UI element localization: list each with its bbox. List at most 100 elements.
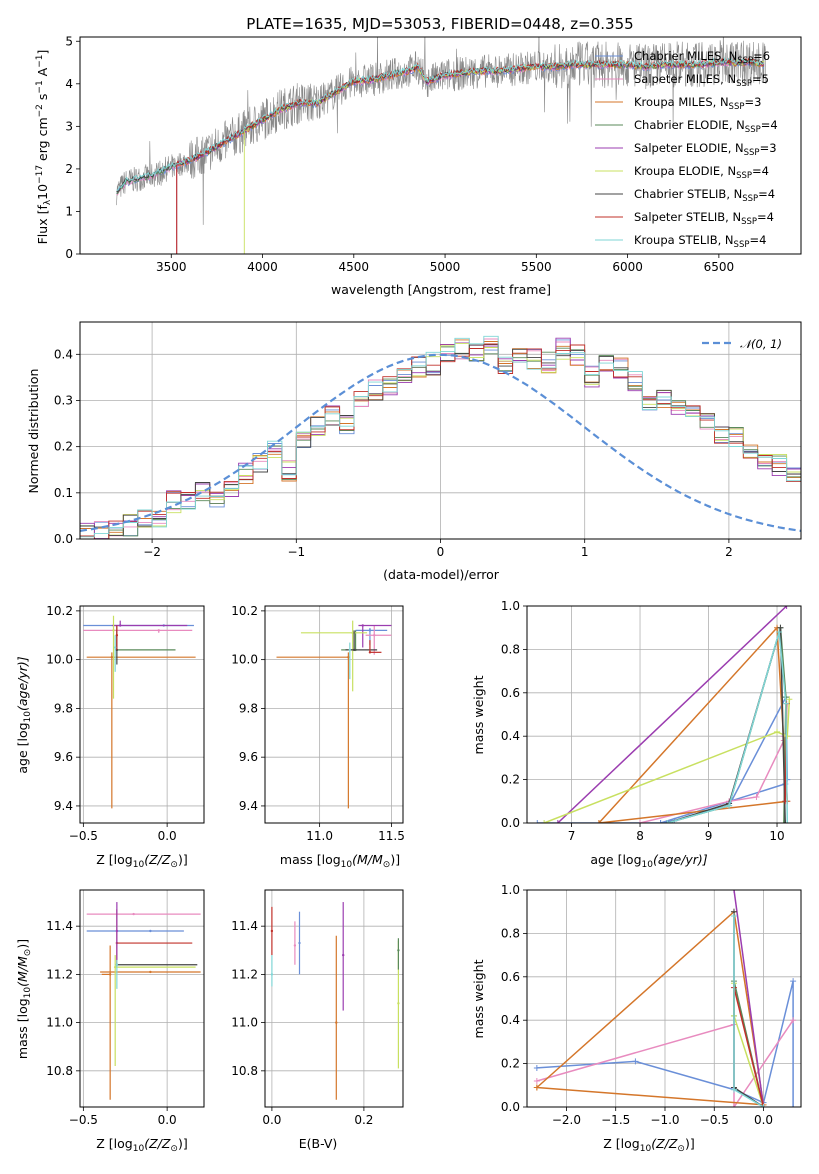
x-tick-label: −0.5: [69, 829, 98, 843]
x-tick-label: −0.5: [700, 1113, 729, 1127]
mass-z-ylabel: mass [log10(M/M⊙)]: [15, 939, 33, 1059]
y-tick-label: 9.6: [54, 750, 73, 764]
y-tick-label: 10.2: [231, 604, 258, 618]
weight-marker: [730, 913, 737, 920]
weight-marker: [730, 1104, 737, 1107]
y-tick-label: 5: [65, 34, 73, 48]
x-tick-label: 11.5: [378, 829, 405, 843]
weight-vs-metallicity-panel: −2.0 −1.5 −1.0 −0.5 0.0 0.0 0.2 0.4 0.6 0.8 1.0: [501, 883, 802, 1127]
data-point: [368, 629, 372, 632]
weight-marker: [726, 802, 733, 809]
y-tick-label: 11.2: [46, 967, 73, 981]
y-tick-label: 4: [65, 77, 73, 91]
weight-marker: [730, 890, 737, 893]
x-tick-label: 0.0: [754, 1113, 773, 1127]
data-point: [298, 941, 301, 945]
x-tick-label: −2.0: [552, 1113, 581, 1127]
y-tick-label: 0.2: [501, 1057, 520, 1071]
legend-entry: Chabrier MILES, NSSP=6: [634, 49, 770, 66]
data-point: [351, 631, 354, 635]
x-tick-label: 8: [636, 829, 644, 843]
model-spectrum-kroupa-stelib: [116, 56, 765, 191]
x-tick-label: 5000: [430, 260, 461, 274]
data-point: [397, 1002, 400, 1005]
x-tick-label: 7: [568, 829, 576, 843]
x-tick-label: 9: [705, 829, 713, 843]
weight-marker: [541, 820, 548, 823]
legend-entry: Kroupa MILES, NSSP=3: [634, 95, 761, 112]
data-point: [149, 929, 152, 933]
age-z-ylabel: age [log10(age/yr)]: [15, 656, 33, 773]
weight-age-ylabel: mass weight: [471, 675, 486, 754]
y-tick-label: 9.8: [54, 701, 73, 715]
y-tick-label: 3: [65, 119, 73, 133]
mass-z-xlabel: Z [log10(Z/Z⊙)]: [96, 1136, 187, 1154]
y-tick-label: 0.6: [501, 970, 520, 984]
histogram-chabrier-elodie: [80, 346, 801, 539]
weight-marker: [790, 1104, 797, 1107]
weight-marker: [637, 820, 644, 823]
plot-area: [265, 606, 403, 823]
histogram-kroupa-miles: [80, 339, 801, 533]
weight-series-salpeter-elodie: [733, 890, 765, 1107]
weight-series-chabrier-miles: [537, 696, 789, 823]
spectrum-ylabel: Flux [fλ10−17 erg cm−2 s−1 A−1]: [35, 50, 53, 245]
plot-area: [80, 890, 204, 1107]
weight-age-xlabel: age [log10(age/yr)]: [590, 852, 707, 870]
plot-area: [116, 37, 767, 254]
weight-marker: [780, 820, 787, 823]
histogram-salpeter-stelib: [80, 343, 801, 539]
axes-frame: [526, 889, 802, 1108]
mass-ebv-xlabel: E(B-V): [299, 1136, 338, 1151]
weight-marker: [777, 624, 784, 631]
y-tick-label: 0.0: [54, 532, 73, 546]
weight-marker: [664, 820, 671, 823]
x-tick-label: 4000: [247, 260, 278, 274]
x-tick-label: 5500: [521, 260, 552, 274]
data-point: [113, 965, 117, 969]
y-tick-label: 0.0: [501, 1100, 520, 1114]
legend-entry: Salpeter STELIB, NSSP=4: [634, 210, 774, 227]
data-point: [352, 648, 356, 652]
model-spectrum-kroupa-miles: [176, 59, 765, 254]
weight-marker: [790, 1017, 797, 1024]
weight-marker: [782, 700, 789, 707]
data-point: [270, 929, 274, 933]
weight-z-xlabel: Z [log10(Z/Z⊙)]: [603, 1136, 694, 1154]
data-point: [119, 624, 122, 627]
data-point: [342, 953, 345, 957]
y-tick-label: 11.4: [46, 919, 73, 933]
x-tick-label: −1.5: [601, 1113, 630, 1127]
legend-entry: Chabrier ELODIE, NSSP=4: [634, 118, 778, 135]
y-tick-label: 10.0: [231, 653, 258, 667]
x-tick-label: −2: [143, 545, 161, 559]
y-tick-label: 0.2: [54, 440, 73, 454]
y-tick-label: 0.8: [501, 642, 520, 656]
data-point: [397, 949, 400, 952]
x-tick-label: −0.5: [69, 1113, 98, 1127]
plot-area: [527, 606, 801, 823]
y-tick-label: 9.4: [54, 799, 73, 813]
weight-series-chabrier-elodie: [667, 627, 787, 823]
y-tick-label: 11.0: [46, 1016, 73, 1030]
model-spectrum-kroupa-elodie: [243, 58, 765, 254]
age-mass-xlabel: mass [log10(M/M⊙)]: [280, 852, 400, 870]
data-point: [115, 929, 119, 933]
y-tick-label: 0: [65, 247, 73, 261]
weight-marker: [783, 606, 790, 609]
mass-vs-metallicity-panel: −0.5 0.0 10.8 11.0 11.2 11.4: [46, 889, 205, 1127]
spectrum-panel: 3500 4000 4500 5000 5500 6000 6500 0 1 2 3 4 5 Chabri…: [65, 34, 802, 274]
y-tick-label: 9.8: [239, 701, 258, 715]
y-tick-label: 0.0: [501, 816, 520, 830]
x-tick-label: 0.0: [158, 1113, 177, 1127]
x-tick-label: 0.0: [158, 829, 177, 843]
y-tick-label: 1: [65, 204, 73, 218]
axes-frame: [79, 36, 802, 255]
data-point: [368, 651, 372, 654]
y-tick-label: 0.4: [501, 1013, 520, 1027]
weight-marker: [595, 820, 602, 823]
axes-frame: [79, 605, 205, 824]
weight-series-salpeter-stelib: [733, 987, 765, 1107]
y-tick-label: 0.2: [501, 773, 520, 787]
data-point: [347, 656, 350, 659]
